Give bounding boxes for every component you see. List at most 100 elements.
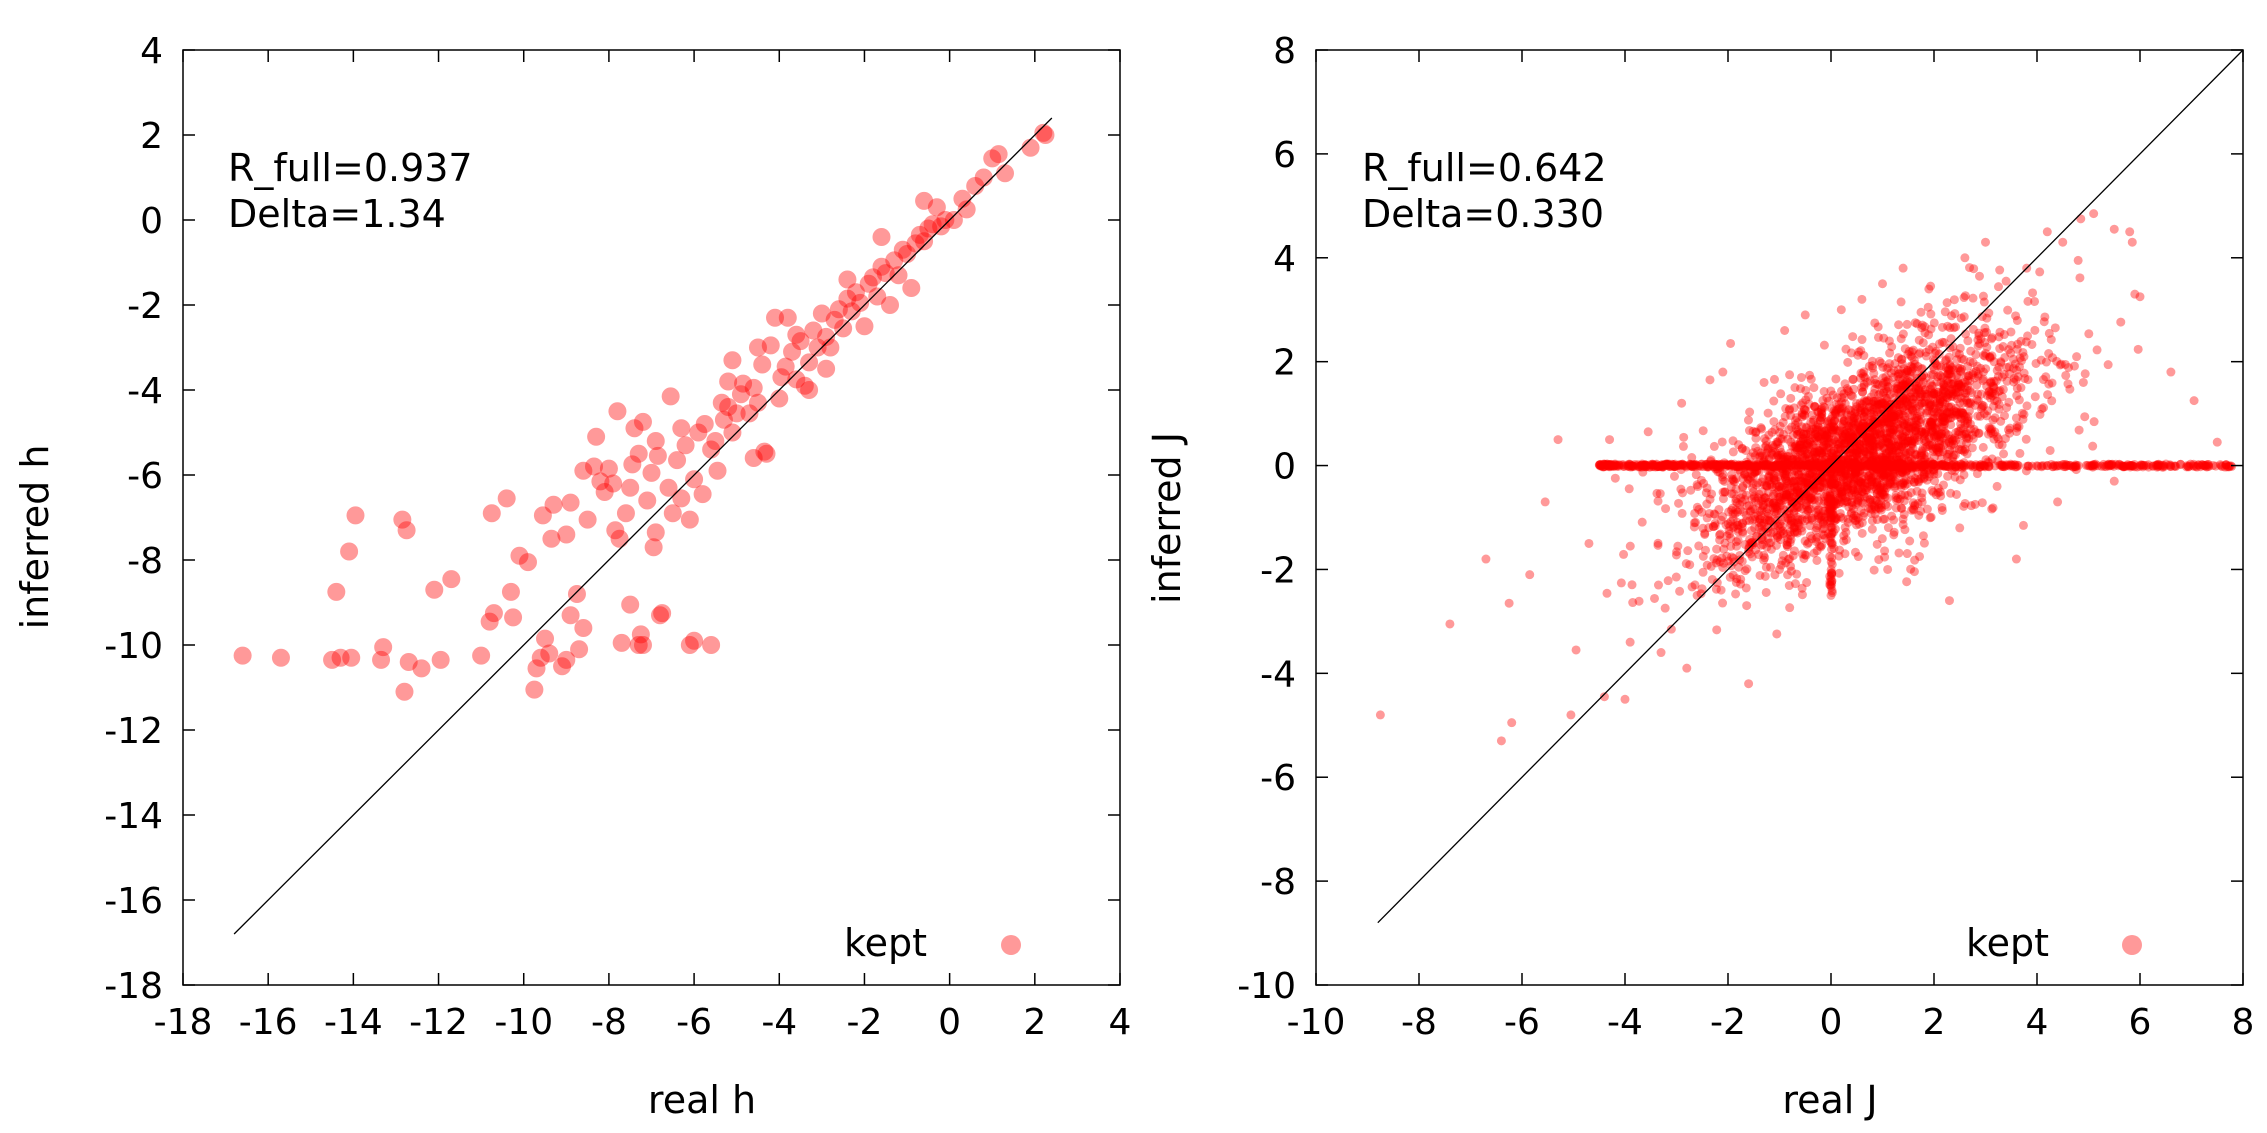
data-point (1956, 419, 1966, 429)
data-point (1933, 430, 1943, 440)
data-point (1773, 521, 1783, 531)
data-point (1895, 451, 1905, 461)
data-point (504, 608, 523, 627)
data-point (1784, 425, 1794, 435)
data-point (1800, 433, 1810, 443)
data-point (1779, 482, 1789, 492)
data-point (1825, 488, 1835, 498)
data-point (1913, 468, 1923, 478)
data-point (800, 381, 819, 399)
data-point (1838, 419, 1848, 429)
annotation-r-full-h: R_full=0.937 (228, 146, 473, 190)
data-point (2069, 361, 2079, 371)
data-point (1853, 484, 1863, 494)
data-point (1776, 389, 1786, 399)
data-point (1957, 379, 1967, 389)
data-point (1946, 402, 1956, 412)
data-point (1837, 455, 1847, 465)
data-point (748, 338, 767, 357)
data-point (1910, 359, 1920, 369)
data-point (1704, 508, 1714, 518)
data-point (1860, 447, 1870, 457)
data-point (1989, 434, 1999, 444)
data-point (1897, 403, 1907, 413)
data-point (1934, 349, 1944, 359)
data-point (1832, 393, 1842, 403)
data-point (1893, 423, 1903, 433)
data-point (944, 211, 963, 229)
data-point (1786, 513, 1796, 523)
data-point (1731, 589, 1741, 599)
data-point (1833, 493, 1843, 503)
data-point (1826, 422, 1836, 432)
data-point (1924, 463, 1934, 473)
data-point (2046, 335, 2056, 345)
data-point (1941, 391, 1951, 401)
x-tick-label: -2 (847, 1002, 883, 1043)
data-point (1737, 489, 1747, 499)
data-point (744, 449, 763, 467)
data-point (1775, 495, 1785, 505)
x-tick-label: -14 (324, 1002, 383, 1043)
data-point (2113, 461, 2123, 471)
data-point (1943, 471, 1953, 481)
data-point (1938, 417, 1948, 427)
data-point (1594, 460, 1604, 470)
data-point (872, 257, 891, 276)
data-point (2015, 448, 2025, 458)
data-point (1748, 426, 1758, 436)
data-point (1786, 437, 1796, 447)
y-tick-label: -10 (1237, 966, 1296, 1007)
chart-panel-h: -18 -16 -14 -12 -10 -8 -6 -4 -2 0 2 4-18-16-14-12-1… (13, 31, 1131, 1122)
data-point (1804, 496, 1814, 506)
data-point (1975, 411, 1985, 421)
data-point (1871, 455, 1881, 465)
legend-marker-h (1001, 935, 1021, 955)
data-point (1820, 455, 1830, 465)
data-point (1800, 471, 1810, 481)
data-point (757, 444, 776, 463)
data-point (1955, 475, 1965, 485)
y-tick-label: -16 (104, 881, 163, 922)
data-point (1857, 403, 1867, 413)
data-point (821, 338, 840, 357)
data-point (2040, 312, 2050, 322)
data-point (1872, 515, 1882, 525)
data-point (1774, 482, 1784, 492)
data-point (1930, 348, 1940, 358)
data-point (1751, 427, 1761, 437)
data-point (2041, 372, 2051, 382)
data-point (1898, 478, 1908, 488)
data-point (1947, 387, 1957, 397)
data-point (1873, 399, 1883, 409)
data-point (1910, 555, 1920, 565)
data-point (1880, 470, 1890, 480)
data-point (1745, 507, 1755, 517)
data-point (1757, 532, 1767, 542)
data-point (1867, 435, 1877, 445)
data-point (846, 283, 865, 302)
data-point (1903, 366, 1913, 376)
data-point (1864, 472, 1874, 482)
data-point (1822, 430, 1832, 440)
data-point (1844, 469, 1854, 479)
data-point (1858, 498, 1868, 508)
data-point (1939, 385, 1949, 395)
data-point (1876, 469, 1886, 479)
data-point (1696, 475, 1706, 485)
data-point (1857, 387, 1867, 397)
data-point (1911, 403, 1921, 413)
x-axis-label-j: real J (1782, 1078, 1877, 1122)
data-point (1879, 443, 1889, 453)
data-point (1970, 400, 1980, 410)
data-point (1616, 578, 1626, 588)
data-point (1805, 425, 1815, 435)
data-point (1929, 459, 1939, 469)
data-point (1951, 435, 1961, 445)
data-point (1835, 545, 1845, 555)
data-point (1802, 539, 1812, 549)
data-point (1738, 481, 1748, 491)
data-point (1940, 382, 1950, 392)
data-point (1894, 548, 1904, 558)
data-point (1799, 554, 1809, 564)
